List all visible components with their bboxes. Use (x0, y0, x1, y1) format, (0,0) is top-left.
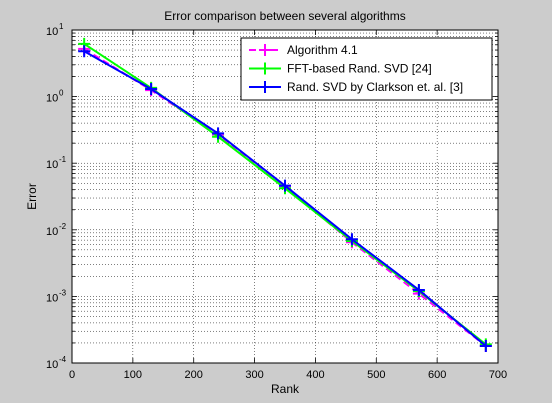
legend-item: Algorithm 4.1 (249, 43, 358, 57)
data-point-marker (479, 339, 492, 352)
y-tick-label: 10 -4 (46, 355, 67, 371)
y-tick-base: 10 (46, 93, 58, 105)
y-tick-exponent: -2 (59, 222, 67, 231)
y-tick-label: 10 -1 (46, 155, 67, 171)
data-point-marker (412, 283, 425, 296)
x-tick-label: 500 (367, 369, 385, 381)
x-tick-label: 0 (69, 369, 75, 381)
legend-marker (259, 81, 271, 93)
x-tick-label: 600 (428, 369, 446, 381)
y-tick-label: 10 -3 (46, 288, 67, 304)
data-point-marker (212, 127, 225, 140)
legend-item: FFT-based Rand. SVD [24] (249, 62, 432, 76)
chart-title: Error comparison between several algorit… (164, 9, 405, 23)
y-tick-label: 10 0 (46, 89, 64, 105)
plot-frame (71, 29, 499, 364)
legend: Algorithm 4.1 FFT-based Rand. SVD [24] Ran… (240, 37, 493, 101)
y-tick-base: 10 (46, 359, 58, 371)
legend-box (240, 37, 493, 101)
y-tick-exponent: -3 (59, 288, 67, 297)
legend-marker (259, 62, 271, 75)
legend-marker (259, 44, 271, 56)
y-tick-exponent: -1 (59, 155, 67, 164)
series-layer (78, 37, 492, 352)
legend-label: Algorithm 4.1 (287, 43, 358, 57)
x-tick-label: 700 (489, 369, 507, 381)
legend-item: Rand. SVD by Clarkson et. al. [3] (249, 80, 463, 94)
series-2 (78, 45, 492, 352)
y-tick-exponent: 1 (59, 22, 64, 31)
x-tick-label: 100 (124, 369, 142, 381)
x-tick-labels: 0 100 200 300 400 500 600 700 (69, 369, 507, 381)
data-point-marker (145, 83, 158, 96)
data-point-marker (78, 45, 91, 58)
y-axis-label: Error (25, 183, 39, 210)
legend-label: FFT-based Rand. SVD [24] (287, 62, 432, 76)
data-point-marker (279, 179, 291, 192)
ticks (71, 29, 499, 364)
x-tick-label: 400 (306, 369, 324, 381)
x-tick-label: 300 (245, 369, 263, 381)
y-tick-exponent: -4 (59, 355, 67, 364)
legend-label: Rand. SVD by Clarkson et. al. [3] (287, 80, 463, 94)
y-tick-exponent: 0 (59, 89, 64, 98)
x-tick-label: 200 (185, 369, 203, 381)
y-tick-base: 10 (46, 26, 58, 38)
y-tick-base: 10 (46, 292, 58, 304)
y-tick-base: 10 (46, 226, 58, 238)
data-point-marker (345, 233, 358, 246)
y-tick-base: 10 (46, 159, 58, 171)
y-tick-label: 10 1 (46, 22, 64, 38)
x-axis-label: Rank (271, 382, 300, 396)
y-tick-label: 10 -2 (46, 222, 67, 238)
